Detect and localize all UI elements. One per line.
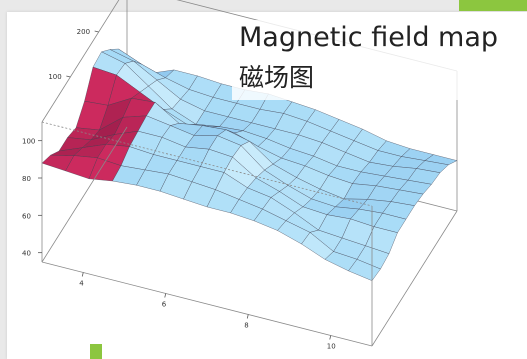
z-tick-label: 100 <box>22 138 35 146</box>
x-tick-label: 8 <box>244 322 248 330</box>
axis-ticks: 468104060801001002003000 <box>22 28 336 351</box>
box-edge-right-bottom <box>371 210 458 347</box>
x-tick-mark <box>164 293 167 298</box>
surface-mesh <box>41 48 458 281</box>
accent-bar-bottom <box>90 344 102 359</box>
x-tick-label: 10 <box>327 343 336 351</box>
y-tick-label: 200 <box>77 28 90 36</box>
box-edge-front-top <box>41 121 373 207</box>
z-tick-label: 40 <box>22 250 31 258</box>
plot-box-front <box>41 121 373 347</box>
y-tick-mark <box>66 75 71 78</box>
box-edge-front-bottom <box>41 261 373 347</box>
x-tick-mark <box>246 314 249 319</box>
z-tick-label: 80 <box>22 175 31 183</box>
y-tick-label: 100 <box>48 73 61 81</box>
chart-subtitle: 磁场图 <box>239 63 315 92</box>
y-tick-mark <box>94 30 99 33</box>
z-tick-label: 60 <box>22 212 31 220</box>
chart-title: Magnetic field map <box>239 22 499 53</box>
title-backdrop <box>232 20 524 100</box>
surface-cell <box>348 259 381 281</box>
box-edge-left-top <box>41 0 120 123</box>
box-edge-left-bottom <box>41 126 128 263</box>
x-tick-label: 6 <box>162 301 167 309</box>
x-tick-mark <box>329 335 332 340</box>
x-tick-mark <box>81 272 84 277</box>
accent-bar-top <box>459 0 527 11</box>
x-tick-label: 4 <box>79 280 84 288</box>
